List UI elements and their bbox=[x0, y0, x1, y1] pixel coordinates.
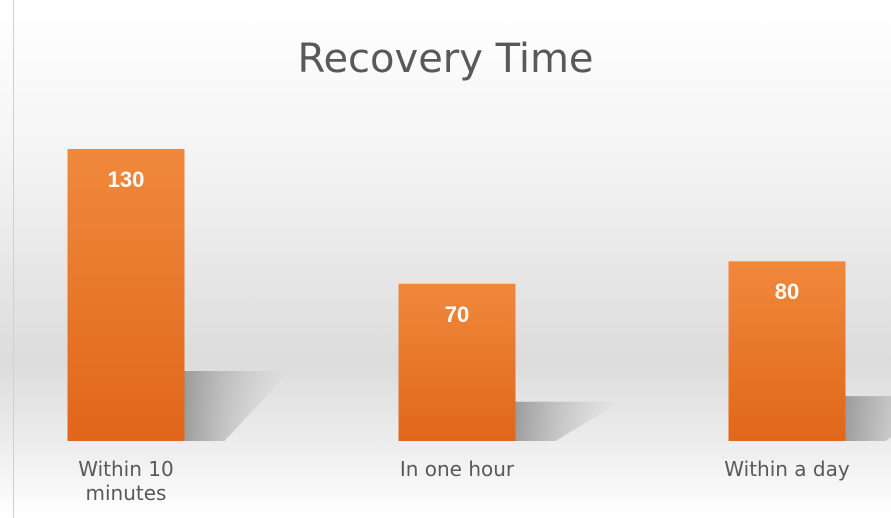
data-label: 70 bbox=[444, 301, 470, 327]
bar bbox=[398, 283, 516, 441]
frame-edge bbox=[13, 0, 14, 518]
bar-shadow bbox=[515, 401, 621, 441]
x-tick-label: Within a day bbox=[724, 457, 850, 481]
data-label: 130 bbox=[107, 167, 145, 192]
bar bbox=[728, 261, 846, 441]
x-tick-label: In one hour bbox=[399, 457, 515, 481]
bar-shadow bbox=[845, 396, 891, 441]
chart-title: Recovery Time bbox=[297, 36, 594, 82]
x-tick-label: Within 10 minutes bbox=[78, 457, 174, 505]
data-label: 80 bbox=[774, 279, 800, 305]
bar-shadow bbox=[184, 371, 290, 441]
bar bbox=[67, 149, 185, 441]
